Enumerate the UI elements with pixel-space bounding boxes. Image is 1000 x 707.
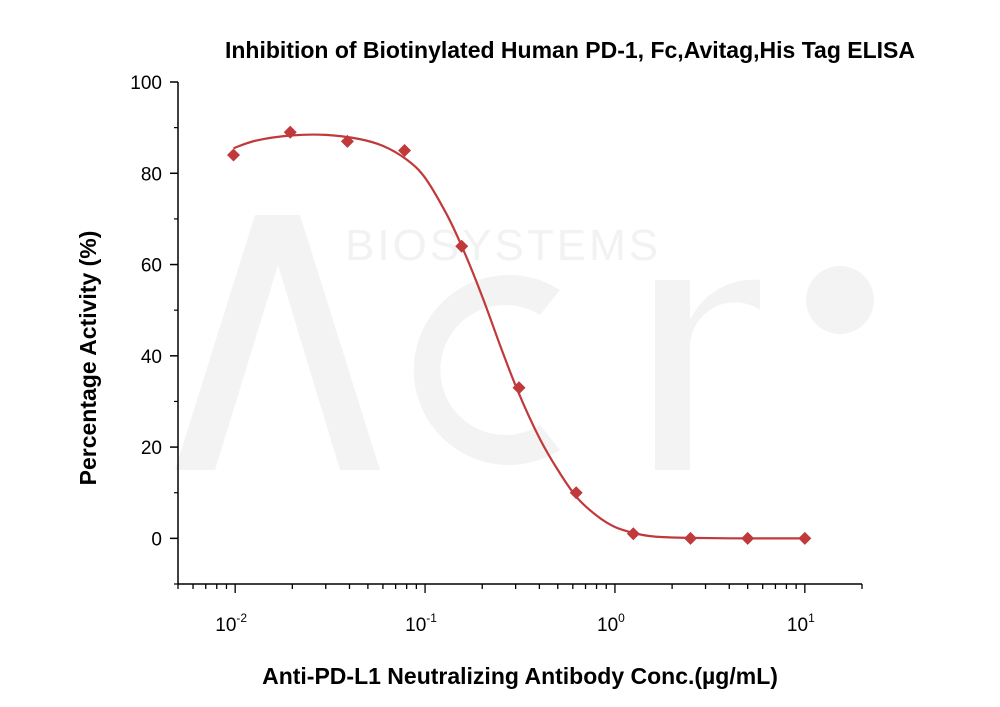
x-tick-base: 10	[215, 615, 236, 636]
y-axis-title: Percentage Activity (%)	[75, 231, 101, 486]
x-tick-base: 10	[597, 615, 618, 636]
data-point-diamond	[684, 531, 698, 545]
data-point-diamond	[226, 148, 240, 162]
y-tick-label: 80	[141, 164, 162, 185]
x-axis-title: Anti-PD-L1 Neutralizing Antibody Conc.(µ…	[262, 663, 778, 689]
data-points	[226, 125, 812, 545]
chart-title: Inhibition of Biotinylated Human PD-1, F…	[225, 37, 915, 63]
x-tick-exponent: -2	[236, 611, 247, 625]
axes	[177, 82, 862, 585]
x-tick-label: 101	[787, 611, 815, 636]
y-tick-label: 100	[130, 73, 162, 94]
x-tick-exponent: -1	[426, 611, 437, 625]
data-point-diamond	[626, 527, 640, 541]
data-point-diamond	[798, 531, 812, 545]
x-tick-exponent: 1	[808, 611, 815, 625]
data-point-diamond	[569, 486, 583, 500]
x-ticks: 10-2 10-1 100 101	[177, 584, 863, 636]
x-tick-label: 10-1	[405, 611, 437, 636]
x-tick-label: 10-2	[215, 611, 247, 636]
data-point-diamond	[283, 125, 297, 139]
y-tick-label: 20	[141, 438, 162, 459]
y-ticks: 0 20 40 60 80 100	[130, 73, 178, 585]
x-tick-base: 10	[787, 615, 808, 636]
data-point-diamond	[398, 143, 412, 157]
y-tick-label: 40	[141, 347, 162, 368]
watermark: BIOSYSTEMS	[175, 215, 874, 470]
y-tick-label: 60	[141, 256, 162, 277]
data-point-diamond	[741, 531, 755, 545]
x-tick-label: 100	[597, 611, 625, 636]
y-tick-label: 0	[151, 529, 162, 550]
watermark-text: BIOSYSTEMS	[345, 221, 661, 270]
data-point-diamond	[512, 381, 526, 395]
data-point-diamond	[455, 239, 469, 253]
x-tick-exponent: 0	[618, 611, 625, 625]
data-point-diamond	[340, 134, 354, 148]
x-tick-base: 10	[405, 615, 426, 636]
